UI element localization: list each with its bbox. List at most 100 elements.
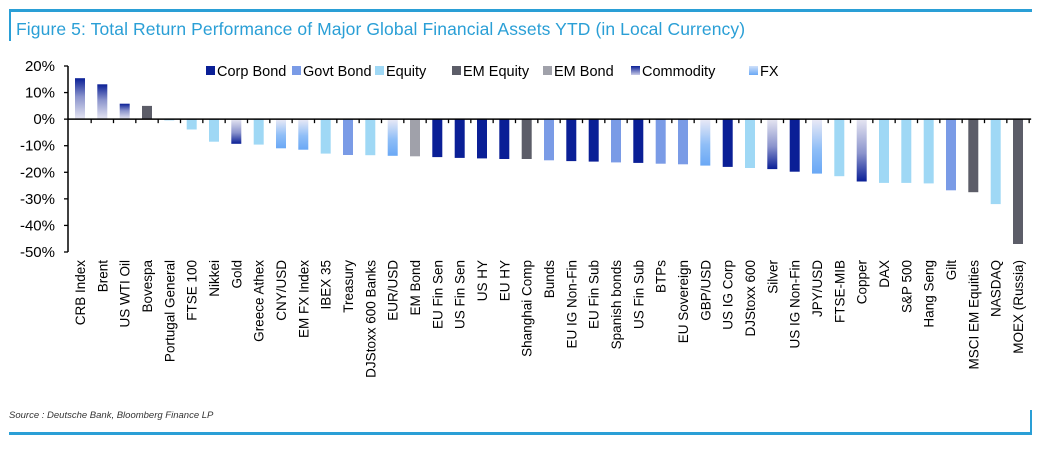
bar-djstoxx-600-banks <box>365 119 376 156</box>
bars <box>75 78 1023 244</box>
bar-us-hy <box>477 119 487 159</box>
bar-eu-ig-non-fin <box>566 119 577 162</box>
x-tick-label: Brent <box>95 260 110 293</box>
x-tick-label: US Fin Sen <box>453 260 468 329</box>
bar-brent <box>97 84 108 120</box>
x-tick-label: DJStoxx 600 <box>743 260 758 337</box>
bar-nikkei <box>209 119 219 142</box>
legend-label: FX <box>760 64 779 80</box>
legend-item-em-equity: EM Equity <box>452 64 530 80</box>
x-tick-label: NASDAQ <box>989 260 1004 317</box>
x-tick-label: Spanish bonds <box>609 260 624 350</box>
y-axis: 20% 10% 0% -10% -20% -30% -40% -50% <box>20 58 69 261</box>
bar-us-fin-sen <box>454 119 465 158</box>
bar-copper <box>856 119 867 182</box>
legend-swatch <box>452 66 461 75</box>
x-tick-label: MOEX (Russia) <box>1011 260 1026 354</box>
x-tick-label: MSCI EM Equities <box>966 260 981 370</box>
x-tick-label: EU Fin Sub <box>587 260 602 329</box>
bar-us-ig-corp <box>722 119 733 167</box>
x-tick-label: FTSE-MIB <box>832 260 847 323</box>
x-tick-label: EU Sovereign <box>676 260 691 343</box>
legend-item-govt-bond: Govt Bond <box>292 64 372 80</box>
bar-eu-hy <box>499 119 510 159</box>
bar-jpy-usd <box>812 119 822 174</box>
bar-em-fx-index <box>298 119 309 150</box>
bar-eu-sovereign <box>678 119 688 165</box>
bar-eu-fin-sen <box>432 119 443 158</box>
x-tick-label: DAX <box>877 260 892 288</box>
x-tick-label: US HY <box>475 260 490 301</box>
x-tick-label: FTSE 100 <box>185 260 200 321</box>
legend-label: Govt Bond <box>303 64 372 80</box>
bar-crb-index <box>75 78 85 120</box>
y-tick-label: -10% <box>20 138 55 155</box>
y-tick-label: -20% <box>20 164 55 181</box>
figure-title: Figure 5: Total Return Performance of Ma… <box>16 19 746 39</box>
legend-label: Equity <box>386 64 427 80</box>
x-tick-label: US IG Non-Fin <box>788 260 803 349</box>
bar-us-fin-sub <box>633 119 644 163</box>
bar-gilt <box>946 119 956 191</box>
bar-dax <box>879 119 889 183</box>
x-tick-label: Copper <box>855 259 870 304</box>
legend: Corp Bond Govt Bond Equity EM Equity EM Bond… <box>206 64 779 80</box>
x-tick-label: EM Bond <box>408 260 423 316</box>
bar-cny-usd <box>276 119 286 149</box>
bar-moex-russia <box>1013 119 1023 244</box>
x-tick-label: EU IG Non-Fin <box>564 260 579 349</box>
x-tick-label: Treasury <box>341 260 356 313</box>
y-tick-label: -40% <box>20 217 55 234</box>
x-tick-label: Hang Seng <box>922 260 937 328</box>
x-tick-label: DJStoxx 600 Banks <box>363 260 378 378</box>
x-tick-label: Gilt <box>944 260 959 280</box>
bar-bunds <box>544 119 554 161</box>
legend-swatch <box>206 66 215 75</box>
x-tick-label: BTPs <box>654 260 669 293</box>
bar-eur-usd <box>387 119 398 156</box>
x-tick-label: JPY/USD <box>810 260 825 317</box>
legend-item-equity: Equity <box>375 64 427 80</box>
bar-eu-fin-sub <box>588 119 599 162</box>
figure-bottom-border <box>9 432 1032 435</box>
bar-btps <box>655 119 666 164</box>
legend-label: Commodity <box>642 64 716 80</box>
bar-ibex-35 <box>320 119 331 154</box>
legend-swatch <box>375 66 384 75</box>
x-tick-label: US IG Corp <box>721 260 736 330</box>
y-tick-label: 20% <box>25 58 55 75</box>
x-tick-label: EUR/USD <box>386 260 401 321</box>
bar-ftse-mib <box>834 119 845 177</box>
source-note: Source : Deutsche Bank, Bloomberg Financ… <box>9 410 214 421</box>
x-tick-label: US Fin Sub <box>631 260 646 329</box>
x-tick-label: Bovespa <box>140 260 155 313</box>
bar-silver <box>767 119 778 170</box>
legend-label: EM Bond <box>554 64 614 80</box>
legend-item-corp-bond: Corp Bond <box>206 64 286 80</box>
legend-label: EM Equity <box>463 64 530 80</box>
bar-us-ig-non-fin <box>789 119 800 172</box>
bar-em-bond <box>410 119 420 157</box>
x-axis: CRB Index Brent US WTI Oil Bovespa Portugal … <box>68 118 1032 378</box>
x-tick-label: Greece Athex <box>252 260 267 342</box>
figure-top-border <box>9 9 1032 12</box>
x-tick-label: GBP/USD <box>698 260 713 321</box>
bar-gbp-usd <box>700 119 711 166</box>
legend-swatch <box>543 66 552 75</box>
legend-swatch <box>749 66 758 75</box>
bar-shanghai-comp <box>521 119 532 159</box>
y-tick-label: 0% <box>33 111 55 128</box>
bar-bovespa <box>142 105 152 120</box>
bar-spanish-bonds <box>611 119 621 163</box>
bar-s-p-500 <box>901 119 912 183</box>
bar-msci-em-equities <box>968 119 979 193</box>
y-tick-label: -30% <box>20 191 55 208</box>
legend-item-commodity: Commodity <box>631 64 716 80</box>
bar-hang-seng <box>923 119 934 184</box>
y-tick-label: -50% <box>20 244 55 261</box>
x-tick-label: CRB Index <box>73 260 88 326</box>
x-tick-label: EU HY <box>497 260 512 301</box>
legend-label: Corp Bond <box>217 64 286 80</box>
x-tick-label: Gold <box>229 260 244 289</box>
